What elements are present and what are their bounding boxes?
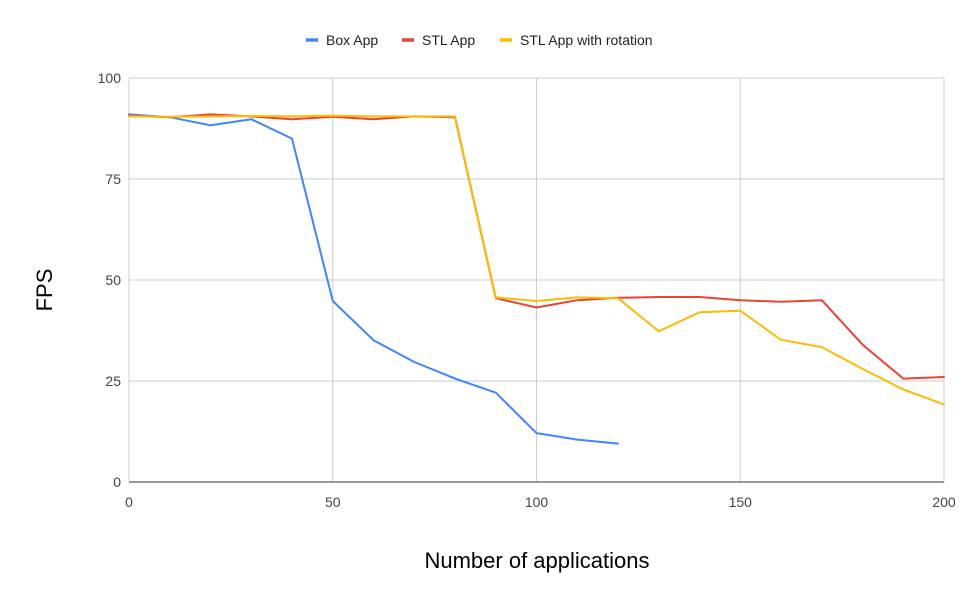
series-stl-app [128, 113, 945, 380]
series-stl-app-with-rotation [128, 114, 945, 406]
series-lines [128, 113, 945, 445]
legend-item[interactable]: Box App [306, 32, 378, 48]
legend-item[interactable]: STL App [402, 32, 475, 48]
series-line [128, 113, 619, 445]
y-tick-label: 50 [105, 272, 121, 288]
axes: 0 25 50 75 100 0 50 100 150 200 [98, 70, 956, 510]
legend: Box App STL App STL App with rotation [306, 32, 653, 48]
y-tick-label: 75 [105, 171, 121, 187]
x-tick-label: 0 [125, 494, 133, 510]
legend-item[interactable]: STL App with rotation [500, 32, 653, 48]
legend-label: Box App [326, 32, 378, 48]
series-line [128, 114, 945, 406]
x-tick-label: 150 [729, 494, 753, 510]
legend-label: STL App [422, 32, 475, 48]
y-tick-label: 25 [105, 373, 121, 389]
series-box-app [128, 113, 619, 445]
legend-label: STL App with rotation [520, 32, 653, 48]
y-tick-label: 0 [113, 474, 121, 490]
x-axis-title: Number of applications [424, 548, 649, 573]
x-tick-label: 50 [325, 494, 341, 510]
y-axis-title: FPS [32, 269, 57, 312]
x-tick-label: 100 [525, 494, 549, 510]
y-tick-label: 100 [98, 70, 122, 86]
grid-lines [128, 77, 945, 482]
series-line [128, 113, 945, 380]
x-tick-label: 200 [932, 494, 956, 510]
